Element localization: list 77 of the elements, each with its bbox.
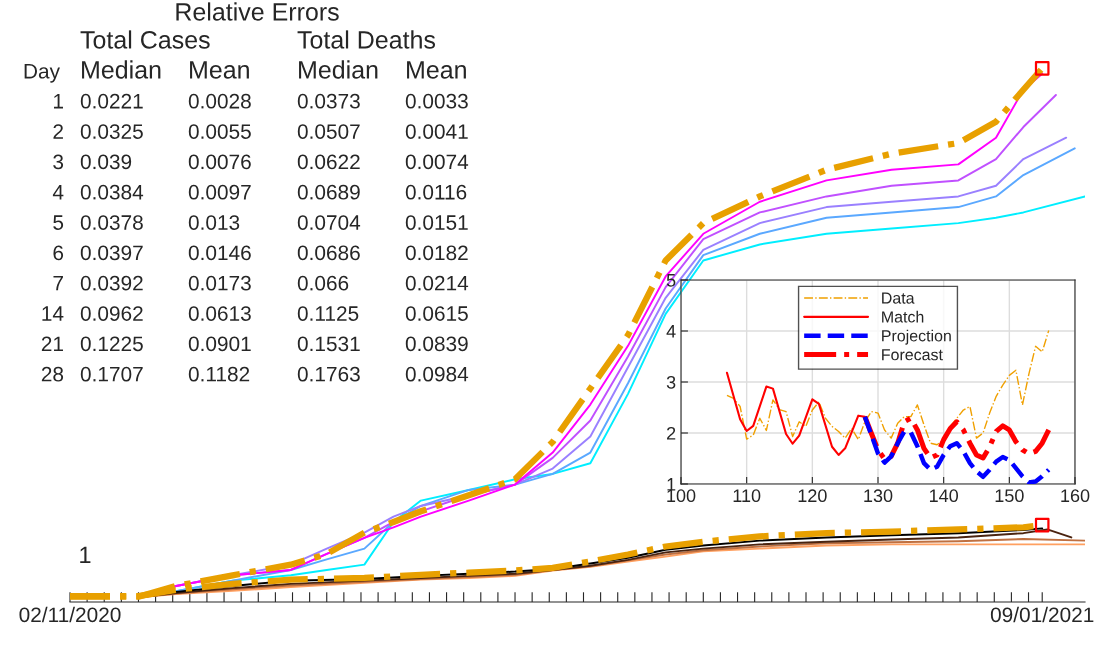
annotation: 0.0839 [405,336,468,352]
annotation: 0.0378 [80,215,143,230]
x-tick-label: 100 [667,489,696,503]
annotation: Median [299,60,378,79]
legend-label: Projection [882,329,951,345]
annotation: 0.0214 [405,275,469,291]
annotation: 0.1707 [80,366,143,382]
annotation: 0.0622 [297,154,360,170]
x-tick-label: 120 [798,489,827,503]
annotation: 0.0055 [188,124,251,139]
text: 5 [53,215,64,230]
annotation: 0.1763 [297,366,360,382]
annotation: 0.0076 [188,154,251,170]
annotation: 0.0097 [188,184,251,200]
annotation: 0.0221 [80,93,143,109]
annotation: 0.0704 [297,215,361,230]
annotation: 0.1531 [297,336,360,352]
text: 6 [53,245,64,261]
annotation: 0.039 [80,154,132,170]
annotation: 0.0173 [188,275,251,291]
annotation: 0.013 [188,215,240,230]
text: Total Deaths [297,30,436,49]
x-tick-label: 140 [929,489,959,503]
x-tick-label: 150 [995,489,1024,503]
annotation: 0.0151 [405,215,468,230]
y-tick-label: 3 [666,375,676,389]
annotation: 0.0962 [80,306,143,321]
annotation: 0.1125 [297,306,359,321]
annotation: 0.066 [297,275,349,291]
line-series [862,414,1051,484]
annotation: 0.0689 [297,184,360,200]
text: 28 [41,366,64,382]
text: 4 [52,185,64,200]
text: Total Cases [80,30,210,49]
y-tick-label: 2 [667,426,676,440]
annotation: 0.0901 [188,336,251,352]
line-series [726,329,1050,446]
annotation: 0.0074 [405,154,469,170]
legend-label: Data [882,292,915,304]
annotation: 0.0325 [80,124,143,139]
annotation: 1 [80,546,91,564]
annotation: 0.0615 [405,306,468,321]
annotation: Mean [190,61,249,79]
x-tick-label: 160 [1061,489,1090,503]
x-tick-label: 09/01/2021 [990,606,1094,623]
text: 2 [53,124,63,139]
annotation: 0.0182 [405,245,468,261]
legend-label: Forecast [882,349,943,361]
annotation: Median [82,60,161,79]
legend-label: Match [882,310,924,323]
x-tick-label: 130 [864,489,893,503]
x-tick-label: 02/11/2020 [19,606,121,623]
annotation: Mean [407,61,466,79]
annotation: 0.0984 [405,366,469,382]
annotation: 0.0397 [80,245,143,261]
x-tick-label: 110 [733,489,761,503]
annotation: 0.0384 [80,184,144,200]
text: 21 [41,336,63,352]
y-tick-label: 4 [666,325,676,338]
annotation: 0.1182 [188,366,250,382]
annotation: 0.0028 [188,93,251,109]
text: 14 [42,306,64,321]
text: 3 [53,154,64,170]
annotation: 0.0116 [405,184,467,200]
annotation: 0.0041 [405,124,468,139]
annotation: 0.1225 [80,336,143,352]
annotation: 0.0507 [297,124,360,139]
annotation: 0.0686 [297,245,360,261]
annotation: 0.0613 [188,306,251,321]
text: 7 [53,276,63,291]
text: 1 [54,94,63,109]
text: Day [24,64,60,83]
annotation: 0.0392 [80,275,143,291]
annotation: 0.0373 [297,93,360,109]
annotation: 0.0146 [188,245,251,261]
text: Relative Errors [176,2,339,21]
annotation: 0.0033 [405,93,468,109]
